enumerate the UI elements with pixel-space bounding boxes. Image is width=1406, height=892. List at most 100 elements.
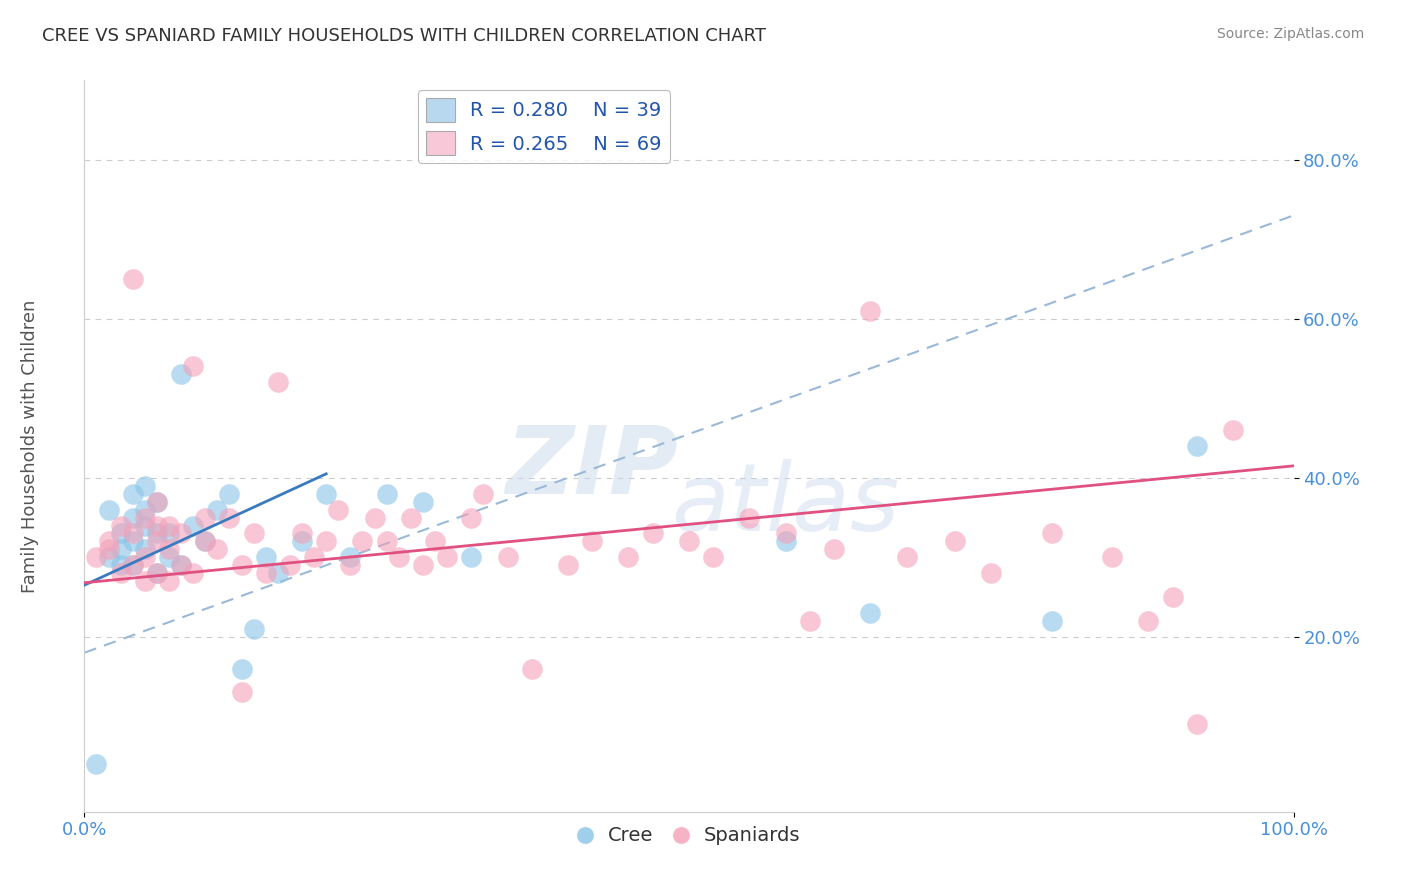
Text: ZIP: ZIP [506, 422, 679, 514]
Point [121, 510, 143, 524]
Point [194, 510, 217, 524]
Point [423, 534, 446, 549]
Point [520, 662, 543, 676]
Point [134, 502, 156, 516]
Point [775, 526, 797, 541]
Point [254, 566, 277, 581]
Point [231, 685, 253, 699]
Point [1137, 614, 1160, 628]
Point [412, 494, 434, 508]
Point [121, 558, 143, 573]
Point [86, 757, 108, 772]
Point [315, 534, 337, 549]
Point [799, 614, 821, 628]
Point [110, 558, 132, 573]
Point [242, 622, 264, 636]
Point [363, 510, 385, 524]
Point [134, 479, 156, 493]
Point [97, 502, 120, 516]
Point [170, 526, 193, 541]
Point [157, 574, 180, 589]
Point [110, 526, 132, 541]
Point [181, 359, 204, 374]
Point [181, 566, 204, 581]
Point [1185, 717, 1208, 731]
Point [278, 558, 301, 573]
Point [157, 526, 180, 541]
Point [496, 550, 519, 565]
Point [1040, 614, 1063, 628]
Point [121, 558, 143, 573]
Point [617, 550, 640, 565]
Point [157, 518, 180, 533]
Point [678, 534, 700, 549]
Point [97, 534, 120, 549]
Point [859, 303, 882, 318]
Point [157, 542, 180, 557]
Point [146, 534, 169, 549]
Text: atlas: atlas [672, 459, 900, 550]
Point [267, 566, 290, 581]
Point [1161, 590, 1184, 604]
Point [194, 534, 217, 549]
Point [86, 550, 108, 565]
Point [110, 566, 132, 581]
Point [1101, 550, 1123, 565]
Point [231, 558, 253, 573]
Point [242, 526, 264, 541]
Point [339, 550, 361, 565]
Point [134, 550, 156, 565]
Point [375, 486, 398, 500]
Point [557, 558, 579, 573]
Point [412, 558, 434, 573]
Point [472, 486, 495, 500]
Point [194, 534, 217, 549]
Point [460, 510, 482, 524]
Point [157, 550, 180, 565]
Point [121, 526, 143, 541]
Point [97, 542, 120, 557]
Point [339, 558, 361, 573]
Text: Family Households with Children: Family Households with Children [21, 300, 39, 592]
Point [170, 368, 193, 382]
Point [267, 376, 290, 390]
Point [110, 518, 132, 533]
Point [146, 494, 169, 508]
Point [231, 662, 253, 676]
Point [110, 542, 132, 557]
Point [207, 542, 229, 557]
Point [375, 534, 398, 549]
Point [121, 486, 143, 500]
Point [291, 526, 314, 541]
Point [134, 574, 156, 589]
Point [388, 550, 411, 565]
Point [218, 486, 240, 500]
Point [980, 566, 1002, 581]
Point [641, 526, 664, 541]
Point [218, 510, 240, 524]
Point [302, 550, 325, 565]
Point [1222, 423, 1244, 437]
Point [859, 606, 882, 620]
Legend: Cree, Spaniards: Cree, Spaniards [569, 819, 808, 854]
Point [436, 550, 458, 565]
Point [254, 550, 277, 565]
Point [121, 272, 143, 286]
Point [181, 518, 204, 533]
Point [146, 518, 169, 533]
Point [97, 550, 120, 565]
Point [328, 502, 350, 516]
Point [146, 494, 169, 508]
Text: CREE VS SPANIARD FAMILY HOUSEHOLDS WITH CHILDREN CORRELATION CHART: CREE VS SPANIARD FAMILY HOUSEHOLDS WITH … [42, 27, 766, 45]
Point [207, 502, 229, 516]
Point [1185, 439, 1208, 453]
Point [121, 534, 143, 549]
Point [738, 510, 761, 524]
Point [943, 534, 966, 549]
Point [170, 558, 193, 573]
Point [291, 534, 314, 549]
Point [775, 534, 797, 549]
Point [315, 486, 337, 500]
Point [170, 558, 193, 573]
Point [134, 542, 156, 557]
